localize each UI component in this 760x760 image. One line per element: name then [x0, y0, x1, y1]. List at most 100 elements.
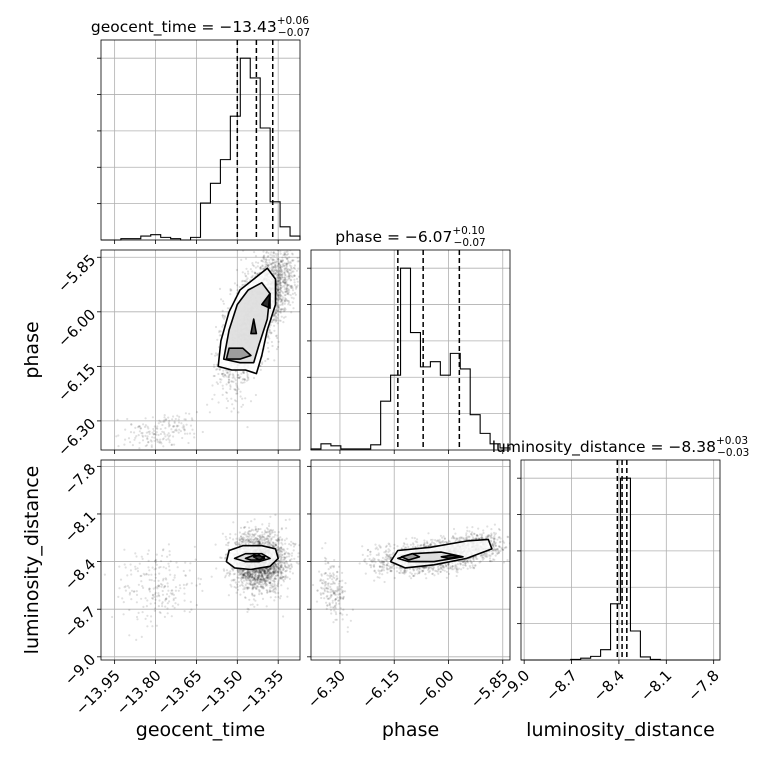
sample-point	[288, 277, 291, 280]
sample-point	[286, 269, 289, 272]
sample-point	[267, 572, 270, 575]
sample-point	[274, 513, 277, 517]
sample-point	[174, 429, 177, 432]
sample-point	[230, 566, 233, 569]
sample-point	[263, 533, 266, 536]
sample-point	[247, 577, 250, 580]
sample-point	[262, 587, 265, 590]
sample-point	[276, 584, 279, 587]
sample-point	[242, 588, 245, 591]
sample-point	[153, 433, 156, 436]
sample-point	[173, 425, 176, 428]
sample-point	[284, 315, 287, 318]
sample-point	[237, 374, 240, 377]
sample-point	[162, 437, 165, 440]
sample-point	[270, 531, 273, 535]
sample-point	[225, 371, 228, 374]
sample-point	[156, 425, 159, 428]
sample-point	[272, 572, 275, 575]
sample-point	[259, 242, 261, 244]
sample-point	[275, 273, 278, 276]
sample-point	[258, 575, 261, 578]
sample-point	[241, 378, 244, 381]
sample-point	[267, 541, 271, 544]
sample-point	[268, 522, 271, 525]
sample-point	[276, 280, 279, 283]
sample-point	[246, 573, 250, 576]
sample-point	[265, 263, 268, 266]
sample-point	[244, 542, 247, 545]
sample-point	[263, 572, 266, 575]
sample-point	[251, 587, 254, 590]
sample-point	[260, 573, 263, 576]
sample-point	[274, 543, 277, 547]
sample-point	[288, 559, 291, 562]
sample-point	[282, 580, 285, 583]
sample-point	[138, 430, 141, 433]
sample-point	[281, 271, 284, 274]
sample-point	[247, 586, 250, 589]
sample-point	[215, 567, 218, 570]
sample-point	[278, 548, 281, 551]
sample-point	[277, 580, 280, 583]
sample-point	[164, 418, 167, 421]
sample-point	[251, 270, 254, 273]
sample-point	[289, 286, 292, 289]
sample-point	[281, 548, 284, 551]
sample-point	[274, 269, 277, 272]
sample-point	[215, 381, 218, 384]
sample-point	[274, 538, 277, 542]
sample-point	[271, 258, 275, 261]
sample-point	[284, 566, 287, 569]
sample-point	[283, 272, 286, 275]
sample-point	[279, 555, 283, 558]
sample-point	[249, 573, 252, 576]
sample-point	[278, 551, 281, 554]
sample-point	[234, 388, 237, 391]
sample-point	[142, 423, 145, 426]
sample-point	[264, 572, 267, 575]
sample-point	[257, 588, 260, 591]
sample-point	[278, 555, 281, 558]
sample-point	[282, 575, 285, 579]
sample-point	[286, 284, 289, 287]
sample-point	[268, 570, 271, 574]
sample-point	[278, 577, 281, 580]
sample-point	[174, 602, 177, 605]
sample-point	[280, 265, 283, 268]
sample-point	[281, 301, 284, 304]
sample-point	[246, 575, 249, 578]
sample-point	[284, 253, 287, 256]
sample-point	[235, 389, 238, 392]
sample-point	[251, 573, 254, 576]
sample-point	[291, 259, 294, 262]
sample-point	[272, 585, 275, 588]
sample-point	[224, 373, 227, 377]
sample-point	[249, 400, 253, 403]
sample-point	[276, 548, 280, 552]
sample-point	[288, 264, 292, 267]
sample-point	[279, 319, 282, 322]
sample-point	[134, 552, 137, 555]
sample-point	[293, 557, 296, 560]
sample-point	[168, 565, 171, 568]
sample-point	[270, 575, 273, 578]
sample-point	[259, 527, 262, 531]
sample-point	[259, 583, 262, 586]
sample-point	[262, 569, 265, 572]
sample-point	[261, 574, 264, 577]
sample-point	[271, 536, 274, 539]
sample-point	[283, 267, 286, 270]
sample-point	[225, 572, 228, 575]
sample-point	[249, 539, 252, 542]
sample-point	[282, 578, 285, 582]
sample-point	[249, 573, 252, 576]
sample-point	[273, 324, 276, 327]
sample-point	[245, 574, 248, 577]
sample-point	[270, 537, 273, 540]
sample-point	[267, 577, 271, 581]
sample-point	[238, 571, 241, 574]
sample-point	[277, 585, 280, 588]
sample-point	[247, 573, 251, 577]
sample-point	[251, 533, 254, 537]
